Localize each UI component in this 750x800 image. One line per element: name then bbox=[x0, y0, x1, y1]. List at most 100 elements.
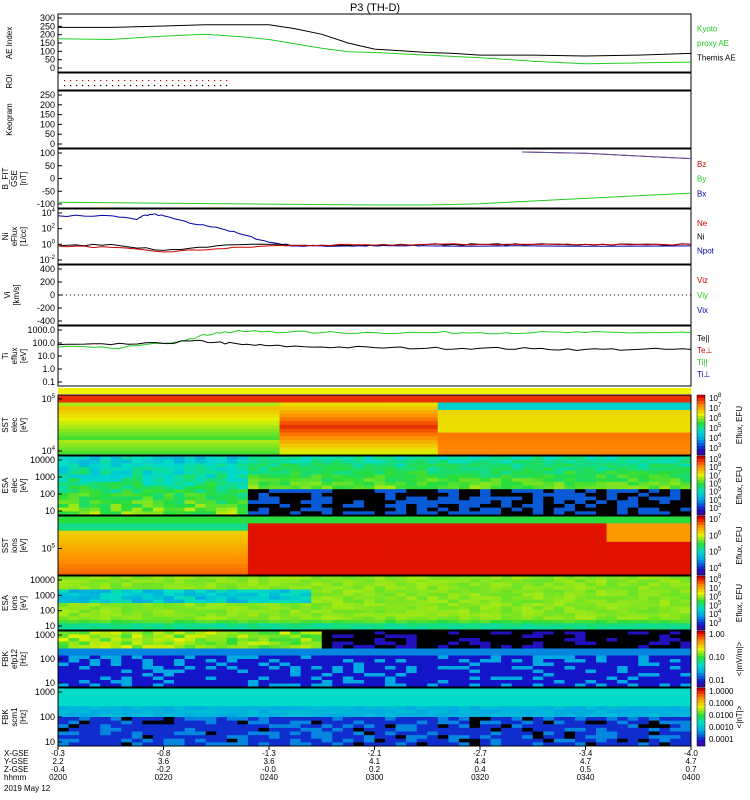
sst_i-cell bbox=[511, 560, 523, 565]
esa_e-cell bbox=[574, 474, 586, 479]
esa_i-cell bbox=[680, 592, 692, 597]
esa_e-cell bbox=[627, 478, 639, 483]
sst_e-cell bbox=[427, 395, 439, 400]
esa_i-cell bbox=[247, 589, 259, 594]
sst_i-cell bbox=[195, 530, 207, 535]
esa_i-cell bbox=[353, 613, 365, 617]
sst_e-cell bbox=[585, 417, 597, 422]
esa_i-cell bbox=[427, 579, 439, 584]
sst_i-cell bbox=[68, 549, 80, 554]
sst_e-colorbar-cell bbox=[697, 428, 705, 432]
sst_e-cell bbox=[353, 395, 365, 400]
sst_i-cell bbox=[79, 563, 91, 569]
sst_e-cell bbox=[237, 425, 249, 430]
sst_e-cell bbox=[511, 413, 523, 418]
sst_e-cell bbox=[89, 421, 101, 426]
esa_i-cell bbox=[553, 616, 565, 621]
esa_i-cell bbox=[638, 582, 650, 587]
sst_i-cell bbox=[353, 567, 365, 572]
sst_i-cell bbox=[332, 560, 344, 565]
esa_i-cell bbox=[606, 609, 618, 614]
sst_i-cell bbox=[321, 527, 333, 532]
fbk_e-cell bbox=[353, 652, 365, 656]
sst_e-cell bbox=[195, 402, 207, 407]
roi-dot bbox=[136, 80, 138, 82]
sst_i-cell bbox=[68, 541, 80, 546]
fbk_e-cell bbox=[532, 673, 544, 677]
sst_i-cell bbox=[532, 516, 544, 521]
sst_i-cell bbox=[617, 563, 629, 569]
sst_e-cell bbox=[258, 432, 270, 437]
sst_i-cell bbox=[437, 534, 449, 539]
fbk_e-cell bbox=[131, 680, 143, 684]
fbk_e-cell bbox=[300, 676, 312, 681]
sst_e-cell bbox=[79, 417, 91, 422]
esa_i-cell bbox=[385, 582, 396, 587]
sst_e-colorbar-cell bbox=[697, 407, 705, 411]
sst_e-cell bbox=[522, 428, 534, 433]
sst_e-cell bbox=[522, 432, 534, 437]
sst_i-cell bbox=[638, 560, 650, 565]
esa_e-cell bbox=[321, 507, 333, 512]
sst_i-cell bbox=[100, 545, 112, 550]
sst_i-cell bbox=[89, 560, 101, 565]
sst_i-cell bbox=[311, 519, 323, 524]
sst_i-cell bbox=[79, 534, 91, 539]
sst_i-cell bbox=[416, 549, 428, 554]
esa_e-cell bbox=[638, 459, 650, 464]
fbk_e-cell bbox=[279, 676, 291, 681]
esa_i-cell bbox=[659, 606, 671, 611]
esa_e-cell bbox=[110, 470, 122, 475]
esa_i-cell bbox=[195, 613, 207, 617]
fbk_e-cell bbox=[290, 666, 302, 670]
sst_i-cell bbox=[469, 571, 481, 576]
esa_i-cell bbox=[269, 599, 280, 604]
sst_e-cell bbox=[290, 402, 302, 407]
fbk_e-cell bbox=[237, 662, 249, 667]
roi-dot bbox=[172, 80, 174, 82]
sst_i-cell bbox=[300, 530, 312, 535]
fbk_e-cell bbox=[564, 648, 576, 653]
sst_i-colorbar-cell bbox=[697, 557, 705, 561]
esa_e-colorbar-label: Eflux, EFU bbox=[735, 466, 744, 504]
esa_i-cell bbox=[311, 626, 323, 631]
fbk_e-cell bbox=[300, 662, 312, 667]
sst_e-cell bbox=[321, 432, 333, 437]
sst_e-cell bbox=[269, 436, 280, 441]
esa_e-cell bbox=[669, 507, 681, 512]
esa_i-cell bbox=[501, 613, 513, 617]
sst_e-cell bbox=[353, 436, 365, 441]
sst_i-cell bbox=[321, 541, 333, 546]
esa_e-colorbar-cell bbox=[697, 456, 705, 460]
esa_e-cell bbox=[596, 474, 607, 479]
esa_i-cell bbox=[659, 616, 671, 621]
sst_i-cell bbox=[110, 530, 122, 535]
esa_e-cell bbox=[216, 478, 228, 483]
esa_i-cell bbox=[353, 592, 365, 597]
esa_e-cell bbox=[226, 459, 238, 464]
esa_e-cell bbox=[110, 503, 122, 509]
esa_e-cell bbox=[195, 474, 207, 479]
sst_i-cell bbox=[585, 516, 597, 521]
sst_e-cell bbox=[532, 406, 544, 411]
sst_i-cell bbox=[100, 534, 112, 539]
fbk_e-cell bbox=[385, 659, 396, 663]
esa_e-cell bbox=[311, 492, 323, 497]
sst_e-cell bbox=[669, 443, 681, 448]
fbk_e-cell bbox=[574, 666, 586, 670]
esa_e-cell bbox=[501, 500, 513, 505]
sst_e-cell bbox=[501, 417, 513, 422]
sst_i-cell bbox=[269, 549, 280, 554]
sst_e-cell bbox=[300, 395, 312, 400]
fbk_e-cell bbox=[89, 638, 101, 642]
sst_i-cell bbox=[553, 552, 565, 557]
fbk_e-cell bbox=[142, 631, 154, 635]
fbk_e-cell bbox=[152, 659, 164, 663]
esa_i-cell bbox=[237, 582, 249, 587]
esa_e-cell bbox=[511, 503, 523, 509]
sst_i-cell bbox=[406, 563, 418, 569]
sst_i-cell bbox=[195, 541, 207, 546]
esa_e-cell bbox=[553, 463, 565, 468]
esa_i-ylabel: ESA bbox=[1, 594, 10, 611]
esa_e-cell bbox=[121, 503, 133, 509]
